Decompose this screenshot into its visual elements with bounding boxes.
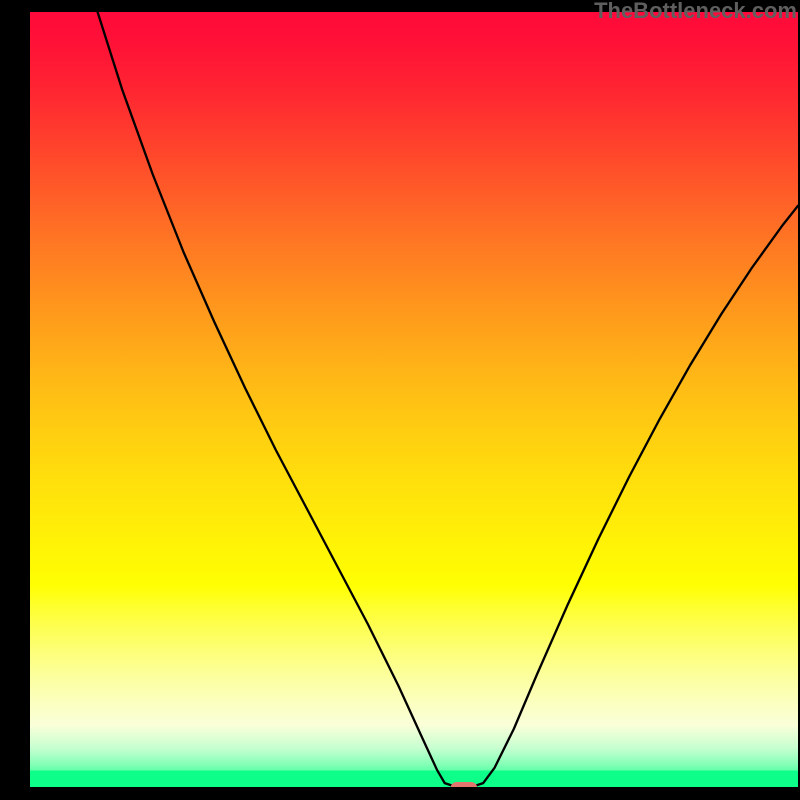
- chart-frame: TheBottleneck.com: [0, 0, 800, 800]
- bottom-green-strip: [30, 770, 798, 787]
- min-marker: [451, 782, 477, 787]
- plot-area: [30, 12, 798, 787]
- watermark-text: TheBottleneck.com: [594, 0, 797, 24]
- gradient-background: [30, 12, 798, 787]
